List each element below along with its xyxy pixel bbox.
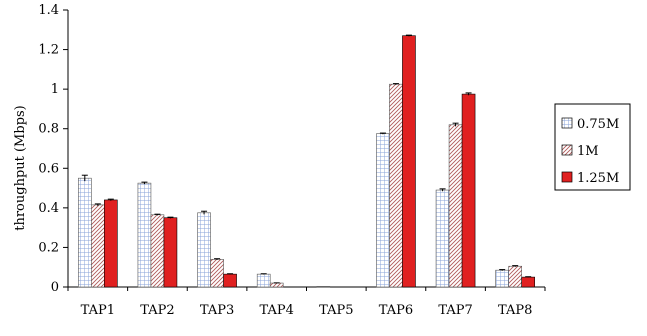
legend-swatch — [561, 117, 573, 129]
bar-125M-tap1 — [104, 199, 118, 288]
bar-125M-tap7 — [461, 93, 476, 288]
bar-1M-tap6 — [389, 83, 403, 288]
bar-125M-tap8 — [521, 276, 535, 288]
bar-075M-tap6 — [376, 133, 390, 288]
y-tick-label: 0.2 — [38, 240, 59, 255]
bar-075M-tap3 — [197, 212, 211, 288]
bar-1M-tap3 — [210, 258, 224, 288]
y-tick-label: 1.4 — [38, 3, 59, 18]
bar-075M-tap8 — [495, 269, 509, 288]
y-tick-label: 0.8 — [38, 122, 59, 137]
x-tick-label: TAP4 — [260, 303, 294, 318]
y-tick-label: 0.6 — [38, 161, 59, 176]
x-tick-label: TAP3 — [200, 303, 234, 318]
x-tick-label: TAP2 — [140, 303, 174, 318]
y-tick-label: 1 — [51, 82, 59, 97]
legend-swatch — [561, 144, 573, 156]
legend-label: 0.75M — [577, 117, 619, 132]
bar-075M-tap5 — [316, 286, 331, 288]
x-tick-label: TAP8 — [498, 303, 532, 318]
y-tick-label: 0.4 — [38, 201, 59, 216]
y-tick-label: 1.2 — [38, 43, 59, 58]
bar-1M-tap2 — [150, 214, 165, 288]
legend-label: 1.25M — [577, 171, 619, 186]
bar-1M-tap8 — [508, 265, 522, 288]
bar-125M-tap2 — [163, 217, 178, 288]
legend-swatch — [561, 171, 573, 183]
bar-1M-tap4 — [269, 282, 284, 288]
x-tick-label: TAP7 — [438, 303, 472, 318]
bar-075M-tap4 — [256, 273, 271, 288]
x-tick-label: TAP6 — [379, 303, 413, 318]
x-tick-label: TAP5 — [319, 303, 353, 318]
bar-1M-tap7 — [448, 124, 463, 288]
y-tick-label: 0 — [51, 280, 59, 295]
bar-1M-tap1 — [91, 204, 105, 288]
bar-075M-tap2 — [137, 182, 152, 288]
x-tick-label: TAP1 — [81, 303, 115, 318]
bar-075M-tap1 — [78, 177, 92, 288]
bar-075M-tap7 — [435, 189, 450, 288]
legend-label: 1M — [577, 144, 599, 159]
legend: 0.75M 1M 1.25M — [554, 103, 631, 191]
bar-125M-tap3 — [223, 273, 237, 288]
bar-125M-tap6 — [402, 35, 416, 288]
y-axis-title: throughput (Mbps) — [13, 105, 28, 231]
